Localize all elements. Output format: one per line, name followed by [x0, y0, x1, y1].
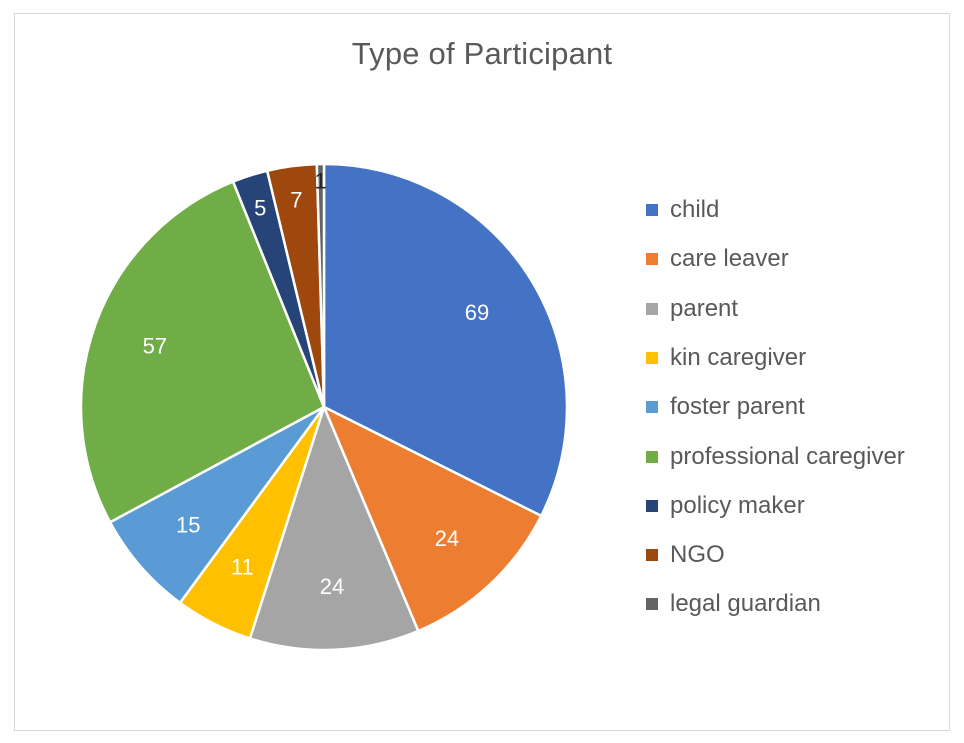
data-label-kin-caregiver: 11 [231, 555, 254, 580]
legend-swatch [646, 351, 658, 364]
legend-item-foster-parent: foster parent [646, 387, 946, 427]
pie-slice-care-leaver [322, 405, 543, 633]
legend-item-legal-guardian: legal guardian [646, 584, 946, 624]
data-label-child: 69 [465, 300, 489, 325]
pie-slice-foster-parent [108, 405, 326, 604]
legend-label: professional caregiver [670, 442, 905, 470]
legend-swatch [646, 401, 658, 414]
legend-item-policy-maker: policy maker [646, 486, 946, 526]
legend-label: policy maker [670, 491, 805, 519]
legend-label: child [670, 196, 720, 223]
data-label-foster-parent: 15 [176, 512, 200, 537]
data-label-parent: 24 [320, 574, 344, 599]
legend-label: legal guardian [670, 590, 821, 618]
legend-item-care-leaver: care leaver [646, 239, 946, 279]
legend-item-parent: parent [646, 289, 946, 329]
legend-label: care leaver [670, 245, 789, 273]
data-label-policy-maker: 5 [254, 195, 266, 220]
legend-swatch [646, 598, 658, 611]
chart-title: Type of Participant [351, 36, 613, 71]
pie-slice-parent [248, 405, 420, 652]
legend-swatch [646, 302, 658, 315]
data-label-legal-guardian: 1 [315, 169, 327, 194]
legend-label: foster parent [670, 393, 805, 421]
legend-item-professional-caregiver: professional caregiver [646, 437, 946, 477]
legend-swatch [646, 204, 658, 216]
pie-slice-professional-caregiver [79, 180, 326, 524]
legend-swatch [646, 253, 658, 266]
legend-swatch [646, 549, 658, 562]
legend-swatch [646, 499, 658, 512]
legend-label: parent [670, 294, 739, 322]
pie-slice-child [322, 162, 569, 518]
pie-slice-legal-guardian [315, 162, 326, 409]
legend-item-child: child [646, 190, 946, 230]
data-label-professional-caregiver: 57 [143, 333, 167, 358]
data-label-ngo: 7 [290, 187, 302, 212]
data-label-care-leaver: 24 [435, 526, 459, 551]
legend-item-ngo: NGO [646, 535, 946, 575]
legend-item-kin-caregiver: kin caregiver [646, 338, 946, 378]
legend-label: kin caregiver [670, 343, 807, 371]
legend-label: NGO [670, 541, 725, 569]
legend-swatch [646, 450, 658, 463]
